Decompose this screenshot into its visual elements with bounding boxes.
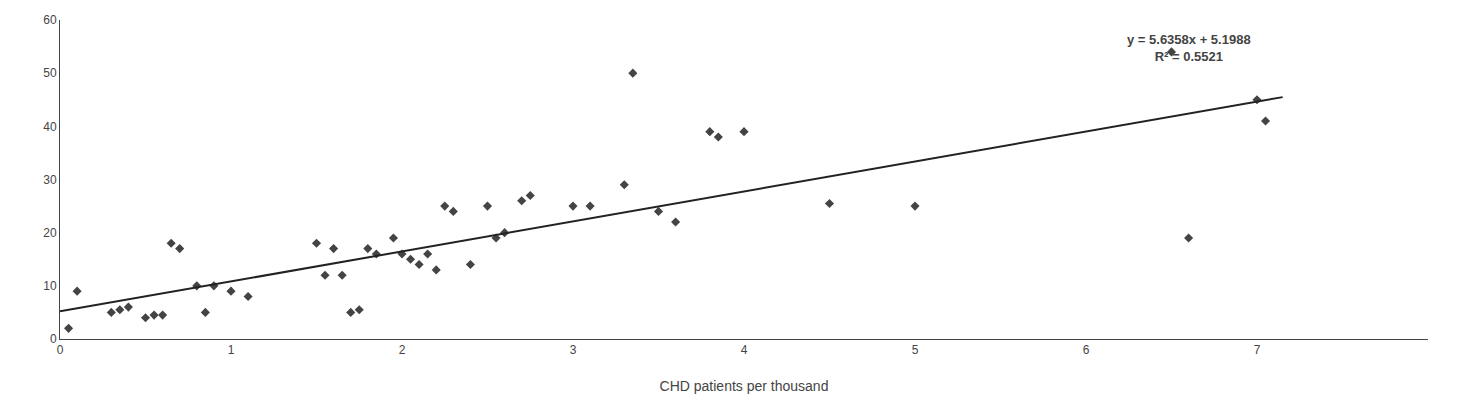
svg-text:10: 10	[43, 279, 57, 293]
svg-text:30: 30	[43, 173, 57, 187]
svg-text:4: 4	[741, 343, 748, 357]
svg-text:0: 0	[50, 332, 57, 346]
svg-text:20: 20	[43, 226, 57, 240]
svg-text:5: 5	[912, 343, 919, 357]
svg-text:60: 60	[43, 13, 57, 27]
svg-text:3: 3	[570, 343, 577, 357]
svg-text:y = 5.6358x + 5.1988R² = 0.552: y = 5.6358x + 5.1988R² = 0.5521	[1127, 32, 1251, 64]
svg-text:CHD patients per thousand: CHD patients per thousand	[660, 378, 829, 394]
svg-text:2: 2	[399, 343, 406, 357]
svg-text:7: 7	[1254, 343, 1261, 357]
svg-text:50: 50	[43, 66, 57, 80]
svg-text:40: 40	[43, 120, 57, 134]
svg-text:6: 6	[1083, 343, 1090, 357]
svg-text:0: 0	[57, 343, 64, 357]
svg-text:1: 1	[228, 343, 235, 357]
